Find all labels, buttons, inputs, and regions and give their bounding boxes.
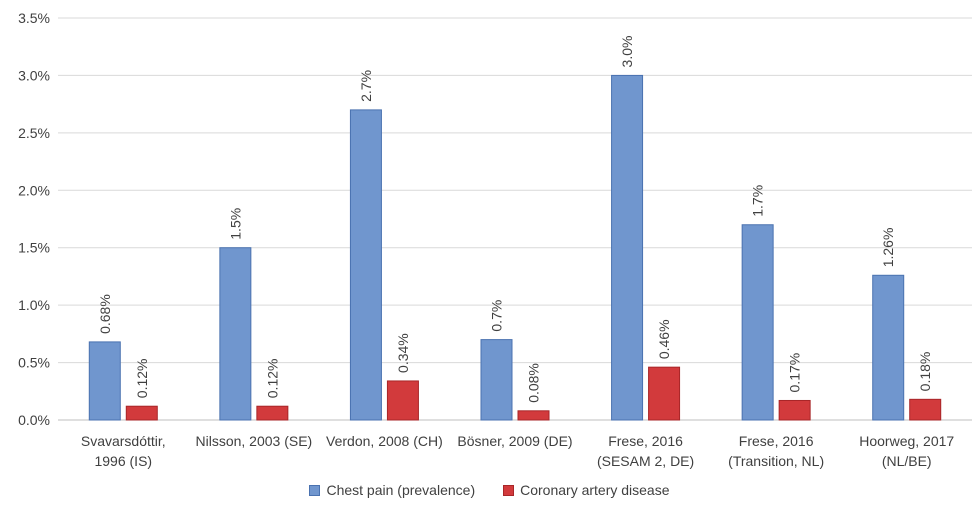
data-label: 0.17% xyxy=(787,353,803,393)
y-tick-label: 1.0% xyxy=(18,297,50,313)
bar xyxy=(872,274,905,421)
bar xyxy=(219,247,252,421)
x-tick-label: Svavarsdóttir, xyxy=(81,433,166,449)
bar xyxy=(611,74,644,421)
bar xyxy=(517,410,550,421)
data-label: 1.7% xyxy=(750,185,766,217)
x-tick-label: Verdon, 2008 (CH) xyxy=(326,433,443,449)
x-tick-label: Bösner, 2009 (DE) xyxy=(457,433,572,449)
data-label: 0.46% xyxy=(656,319,672,359)
legend-swatch-chest-pain xyxy=(309,484,321,496)
bar xyxy=(778,399,811,421)
legend-label-chest-pain: Chest pain (prevalence) xyxy=(326,482,476,498)
y-tick-label: 0.0% xyxy=(18,412,50,428)
x-tick-label: (NL/BE) xyxy=(882,453,932,469)
data-label: 0.68% xyxy=(97,294,113,334)
bar-chart: 0.0% 0.5% 1.0% 1.5% 2.0% 2.5% 3.0% 3.5% 0.68% 0.1… xyxy=(18,10,972,469)
bar xyxy=(386,380,419,421)
data-label: 0.34% xyxy=(395,333,411,373)
data-label: 0.18% xyxy=(917,352,933,392)
x-tick-label: (SESAM 2, DE) xyxy=(597,453,694,469)
legend-item-chest-pain: Chest pain (prevalence) xyxy=(309,482,475,498)
x-tick-label: Frese, 2016 xyxy=(608,433,683,449)
y-tick-label: 3.5% xyxy=(18,10,50,26)
bar xyxy=(256,405,289,421)
legend-label-cad: Coronary artery disease xyxy=(520,482,670,498)
legend-item-cad: Coronary artery disease xyxy=(503,482,670,498)
x-tick-label: Frese, 2016 xyxy=(739,433,814,449)
data-label: 3.0% xyxy=(619,36,635,68)
bar xyxy=(909,398,942,421)
y-tick-label: 2.5% xyxy=(18,125,50,141)
x-tick-label: Hoorweg, 2017 xyxy=(859,433,954,449)
y-tick-label: 0.5% xyxy=(18,355,50,371)
data-label: 2.7% xyxy=(358,70,374,102)
legend-swatch-cad xyxy=(503,484,515,496)
data-label: 1.5% xyxy=(227,208,243,240)
x-tick-label: Nilsson, 2003 (SE) xyxy=(195,433,312,449)
y-tick-label: 3.0% xyxy=(18,67,50,83)
x-tick-label: (Transition, NL) xyxy=(728,453,824,469)
y-tick-label: 1.5% xyxy=(18,240,50,256)
data-label: 1.26% xyxy=(880,228,896,268)
bar xyxy=(480,339,513,421)
legend: Chest pain (prevalence) Coronary artery … xyxy=(0,482,979,498)
bar xyxy=(349,109,382,421)
data-label: 0.7% xyxy=(489,300,505,332)
bar xyxy=(125,405,158,421)
data-label: 0.08% xyxy=(526,363,542,403)
data-label: 0.12% xyxy=(264,359,280,399)
bar xyxy=(648,366,681,421)
bar xyxy=(88,341,121,421)
x-tick-label: 1996 (IS) xyxy=(94,453,152,469)
data-label: 0.12% xyxy=(134,359,150,399)
y-tick-label: 2.0% xyxy=(18,182,50,198)
bar xyxy=(741,224,774,421)
